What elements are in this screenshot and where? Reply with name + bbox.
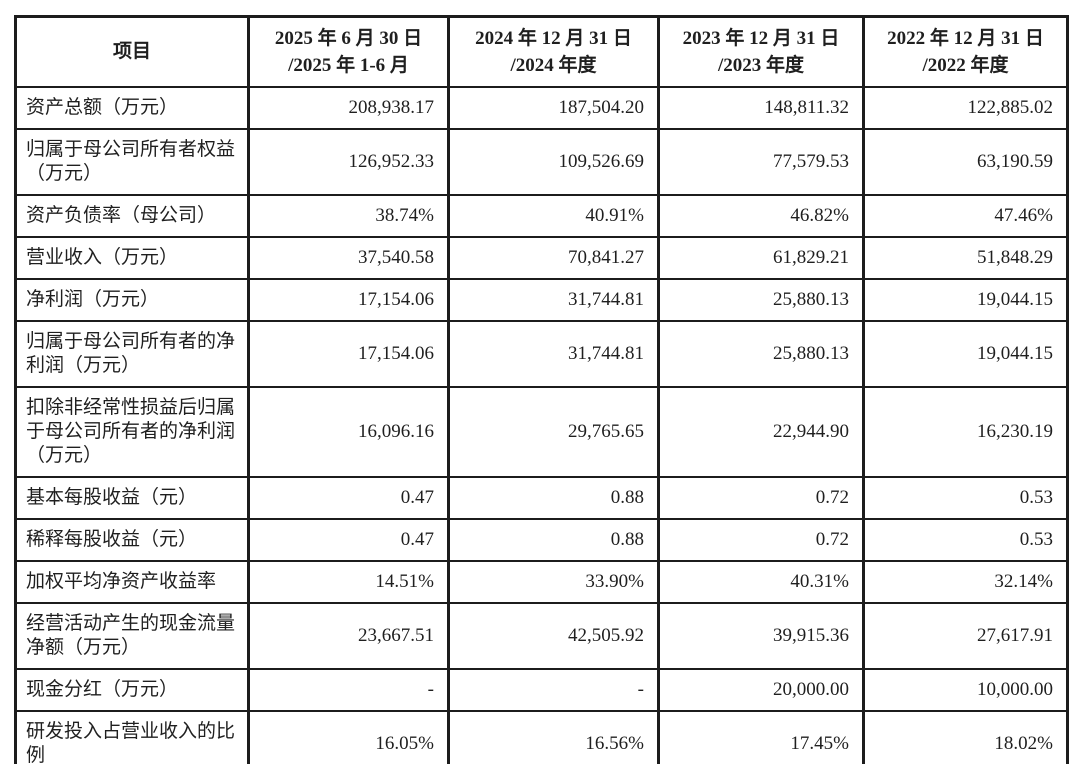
table-cell: 37,540.58 [247, 236, 450, 280]
header-item-column: 项目 [14, 15, 250, 88]
table-cell: 29,765.65 [447, 386, 660, 478]
table-row-basic-eps: 基本每股收益（元） 0.47 0.88 0.72 0.53 [14, 476, 1069, 520]
table-row-net-profit: 净利润（万元） 17,154.06 31,744.81 25,880.13 19… [14, 278, 1069, 322]
table-cell: 19,044.15 [862, 320, 1069, 388]
row-label: 净利润（万元） [14, 278, 250, 322]
row-label: 扣除非经常性损益后归属于母公司所有者的净利润（万元） [14, 386, 250, 478]
table-cell: 16,096.16 [247, 386, 450, 478]
table-cell: 0.88 [447, 518, 660, 562]
header-line-1: 2025 年 6 月 30 日 [274, 28, 423, 49]
table-row-operating-cash-flow: 经营活动产生的现金流量净额（万元） 23,667.51 42,505.92 39… [14, 602, 1069, 670]
table-cell: 19,044.15 [862, 278, 1069, 322]
table-cell: 148,811.32 [657, 86, 865, 130]
table-cell: 0.47 [247, 518, 450, 562]
table-cell: 17,154.06 [247, 320, 450, 388]
table-cell: 0.47 [247, 476, 450, 520]
table-cell: - [447, 668, 660, 712]
table-cell: 46.82% [657, 194, 865, 238]
row-label: 加权平均净资产收益率 [14, 560, 250, 604]
table-cell: 40.91% [447, 194, 660, 238]
table-cell: 33.90% [447, 560, 660, 604]
table-cell: 10,000.00 [862, 668, 1069, 712]
table-cell: 16,230.19 [862, 386, 1069, 478]
table-row-weighted-roe: 加权平均净资产收益率 14.51% 33.90% 40.31% 32.14% [14, 560, 1069, 604]
table-row-rd-ratio: 研发投入占营业收入的比例 16.05% 16.56% 17.45% 18.02% [14, 710, 1069, 764]
header-row: 项目 2025 年 6 月 30 日 /2025 年 1-6 月 2024 年 … [14, 15, 1069, 88]
table-cell: 23,667.51 [247, 602, 450, 670]
table-row-cash-dividend: 现金分红（万元） - - 20,000.00 10,000.00 [14, 668, 1069, 712]
header-line-1: 2023 年 12 月 31 日 [682, 28, 840, 49]
table-row-revenue: 营业收入（万元） 37,540.58 70,841.27 61,829.21 5… [14, 236, 1069, 280]
header-line-2: /2023 年度 [717, 55, 805, 76]
table-cell: 14.51% [247, 560, 450, 604]
table-cell: 77,579.53 [657, 128, 865, 196]
table-cell: 27,617.91 [862, 602, 1069, 670]
row-label: 资产总额（万元） [14, 86, 250, 130]
row-label: 归属于母公司所有者权益（万元） [14, 128, 250, 196]
table-row-total-assets: 资产总额（万元） 208,938.17 187,504.20 148,811.3… [14, 86, 1069, 130]
row-label: 稀释每股收益（元） [14, 518, 250, 562]
row-label: 资产负债率（母公司） [14, 194, 250, 238]
table-cell: 31,744.81 [447, 320, 660, 388]
table-cell: 0.72 [657, 476, 865, 520]
header-column-2025: 2025 年 6 月 30 日 /2025 年 1-6 月 [247, 15, 450, 88]
table-cell: 187,504.20 [447, 86, 660, 130]
table-cell: 17.45% [657, 710, 865, 764]
table-row-non-recurring-net-profit: 扣除非经常性损益后归属于母公司所有者的净利润（万元） 16,096.16 29,… [14, 386, 1069, 478]
table-cell: 61,829.21 [657, 236, 865, 280]
table-cell: 70,841.27 [447, 236, 660, 280]
table-cell: 0.72 [657, 518, 865, 562]
table-row-parent-equity: 归属于母公司所有者权益（万元） 126,952.33 109,526.69 77… [14, 128, 1069, 196]
header-line-2: /2024 年度 [510, 55, 597, 76]
table-cell: 0.88 [447, 476, 660, 520]
table-cell: - [247, 668, 450, 712]
header-column-2024: 2024 年 12 月 31 日 /2024 年度 [447, 15, 660, 88]
table-cell: 122,885.02 [862, 86, 1069, 130]
table-cell: 47.46% [862, 194, 1069, 238]
table-cell: 39,915.36 [657, 602, 865, 670]
row-label: 现金分红（万元） [14, 668, 250, 712]
table-cell: 126,952.33 [247, 128, 450, 196]
table-cell: 208,938.17 [247, 86, 450, 130]
table-cell: 38.74% [247, 194, 450, 238]
table-cell: 25,880.13 [657, 278, 865, 322]
header-line-1: 2022 年 12 月 31 日 [887, 28, 1044, 49]
table-cell: 40.31% [657, 560, 865, 604]
row-label: 研发投入占营业收入的比例 [14, 710, 250, 764]
table-cell: 63,190.59 [862, 128, 1069, 196]
row-label: 归属于母公司所有者的净利润（万元） [14, 320, 250, 388]
table-cell: 0.53 [862, 476, 1069, 520]
table-cell: 51,848.29 [862, 236, 1069, 280]
table-cell: 42,505.92 [447, 602, 660, 670]
table-cell: 18.02% [862, 710, 1069, 764]
table-cell: 32.14% [862, 560, 1069, 604]
financial-summary-table: 项目 2025 年 6 月 30 日 /2025 年 1-6 月 2024 年 … [14, 15, 1069, 764]
table-cell: 22,944.90 [657, 386, 865, 478]
table-row-parent-net-profit: 归属于母公司所有者的净利润（万元） 17,154.06 31,744.81 25… [14, 320, 1069, 388]
table-row-debt-ratio: 资产负债率（母公司） 38.74% 40.91% 46.82% 47.46% [14, 194, 1069, 238]
row-label: 经营活动产生的现金流量净额（万元） [14, 602, 250, 670]
header-line-2: /2025 年 1-6 月 [288, 55, 409, 76]
header-line-2: /2022 年度 [922, 55, 1009, 76]
header-line-1: 2024 年 12 月 31 日 [475, 28, 632, 49]
row-label: 营业收入（万元） [14, 236, 250, 280]
table-cell: 0.53 [862, 518, 1069, 562]
table-cell: 16.56% [447, 710, 660, 764]
table-cell: 17,154.06 [247, 278, 450, 322]
row-label: 基本每股收益（元） [14, 476, 250, 520]
table-row-diluted-eps: 稀释每股收益（元） 0.47 0.88 0.72 0.53 [14, 518, 1069, 562]
table-cell: 31,744.81 [447, 278, 660, 322]
table-cell: 109,526.69 [447, 128, 660, 196]
header-column-2023: 2023 年 12 月 31 日 /2023 年度 [657, 15, 865, 88]
table-cell: 25,880.13 [657, 320, 865, 388]
header-column-2022: 2022 年 12 月 31 日 /2022 年度 [862, 15, 1069, 88]
table-cell: 16.05% [247, 710, 450, 764]
table-cell: 20,000.00 [657, 668, 865, 712]
